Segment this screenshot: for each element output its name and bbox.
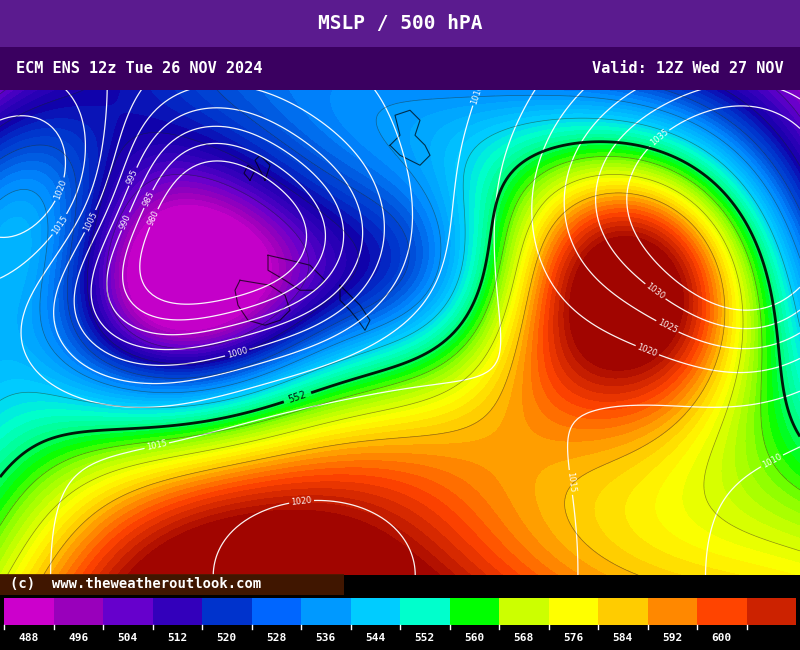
Bar xyxy=(647,597,697,625)
Text: 995: 995 xyxy=(126,168,140,186)
Text: 1000: 1000 xyxy=(226,346,249,360)
Text: 1025: 1025 xyxy=(656,318,678,335)
Text: 1005: 1005 xyxy=(82,210,99,233)
Text: 560: 560 xyxy=(464,633,484,643)
Text: MSLP / 500 hPA: MSLP / 500 hPA xyxy=(318,14,482,33)
Text: 600: 600 xyxy=(712,633,732,643)
Bar xyxy=(251,597,301,625)
Bar xyxy=(499,597,549,625)
Text: 584: 584 xyxy=(613,633,633,643)
Bar xyxy=(350,597,400,625)
Bar xyxy=(103,597,153,625)
Text: 1015: 1015 xyxy=(146,439,168,452)
Text: 544: 544 xyxy=(365,633,386,643)
Text: 1035: 1035 xyxy=(648,127,670,148)
FancyBboxPatch shape xyxy=(0,47,800,90)
FancyBboxPatch shape xyxy=(0,574,344,595)
Text: 592: 592 xyxy=(662,633,682,643)
Text: 488: 488 xyxy=(18,633,39,643)
Text: 980: 980 xyxy=(146,209,161,228)
Text: 504: 504 xyxy=(118,633,138,643)
Text: 528: 528 xyxy=(266,633,286,643)
Bar xyxy=(54,597,103,625)
Text: 985: 985 xyxy=(141,190,156,208)
Text: 552: 552 xyxy=(287,389,308,405)
Bar xyxy=(301,597,350,625)
Text: 1020: 1020 xyxy=(636,343,658,358)
Text: 1020: 1020 xyxy=(290,496,313,507)
Text: 512: 512 xyxy=(167,633,187,643)
Text: 1015: 1015 xyxy=(50,213,70,236)
Bar xyxy=(697,597,746,625)
Text: 1010: 1010 xyxy=(469,83,484,105)
Text: ECM ENS 12z Tue 26 NOV 2024: ECM ENS 12z Tue 26 NOV 2024 xyxy=(16,60,262,76)
Bar xyxy=(202,597,251,625)
FancyBboxPatch shape xyxy=(0,0,800,47)
Bar xyxy=(400,597,450,625)
Text: 1020: 1020 xyxy=(53,178,68,201)
Bar xyxy=(4,597,54,625)
Bar xyxy=(746,597,796,625)
Bar xyxy=(598,597,647,625)
Text: (c)  www.theweatheroutlook.com: (c) www.theweatheroutlook.com xyxy=(10,577,262,592)
Text: 552: 552 xyxy=(414,633,435,643)
Bar xyxy=(153,597,202,625)
Text: 568: 568 xyxy=(514,633,534,643)
Text: 1030: 1030 xyxy=(644,281,666,302)
Text: 1015: 1015 xyxy=(565,471,577,493)
Text: 496: 496 xyxy=(68,633,88,643)
Text: 1010: 1010 xyxy=(761,452,783,469)
Text: 520: 520 xyxy=(217,633,237,643)
Bar xyxy=(549,597,598,625)
Text: 990: 990 xyxy=(118,213,133,230)
Bar xyxy=(450,597,499,625)
Text: 536: 536 xyxy=(316,633,336,643)
Text: Valid: 12Z Wed 27 NOV: Valid: 12Z Wed 27 NOV xyxy=(592,60,784,76)
Text: 576: 576 xyxy=(563,633,583,643)
